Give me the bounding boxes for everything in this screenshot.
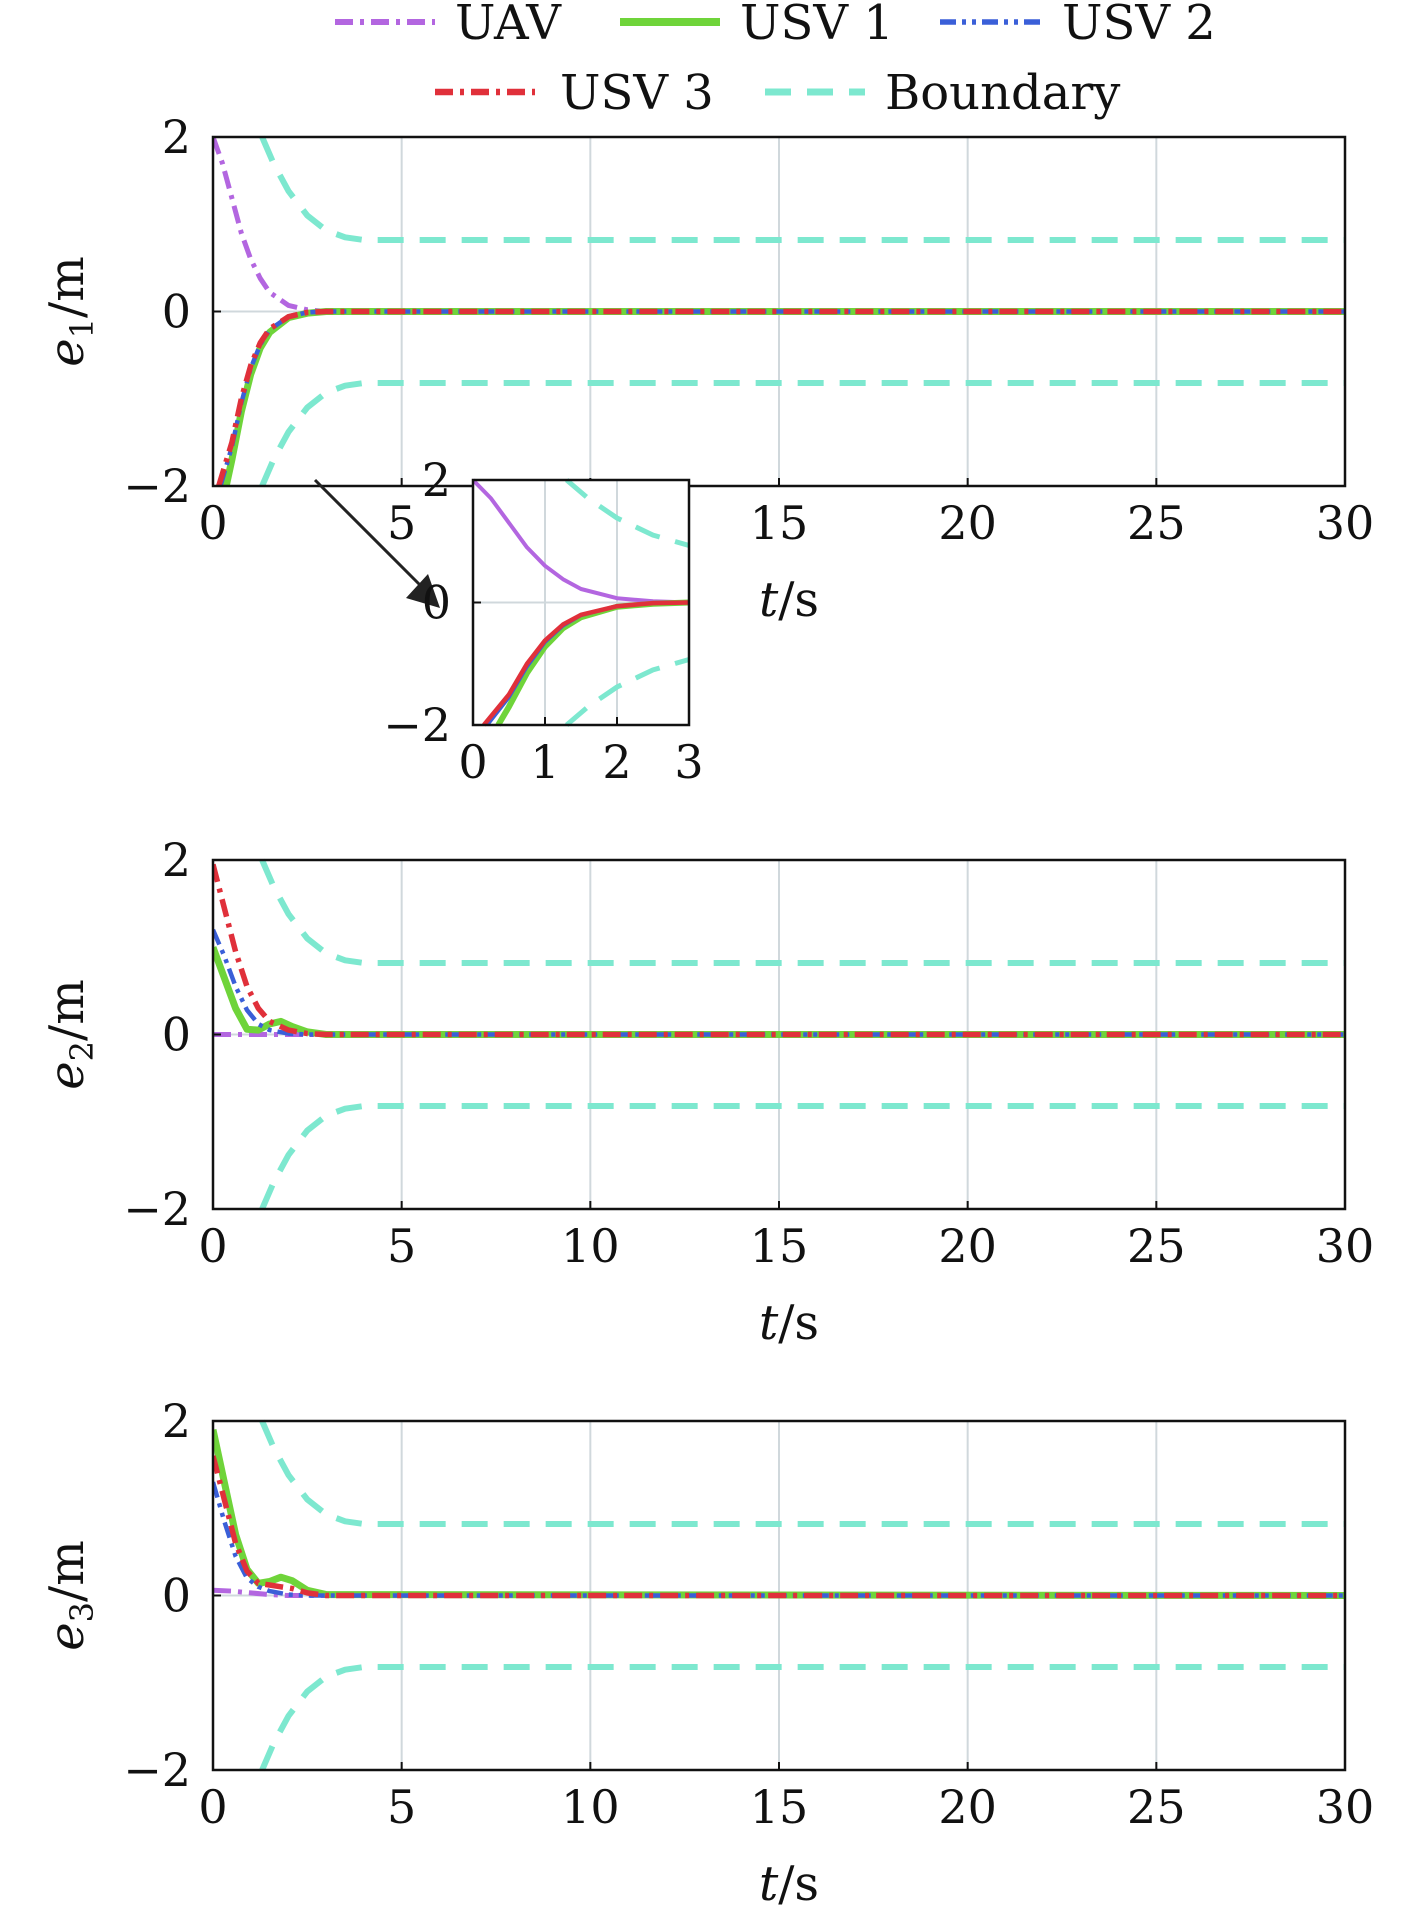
legend-item-usv3: USV 3 [435, 65, 714, 121]
x-tick-label: 2 [602, 735, 631, 789]
x-tick-label: 15 [750, 1780, 809, 1834]
x-tick-label: 5 [387, 1780, 416, 1834]
x-tick-label: 20 [938, 1219, 997, 1273]
y-tick-label: 0 [422, 576, 451, 630]
x-tick-label: 0 [198, 1219, 227, 1273]
x-tick-label: 3 [674, 735, 703, 789]
y-tick-label: −2 [383, 698, 451, 752]
y-tick-label: 2 [162, 110, 191, 164]
y-tick-label: −2 [123, 1743, 191, 1797]
y-tick-label: −2 [123, 459, 191, 513]
x-tick-label: 0 [198, 1780, 227, 1834]
panels: 05101520253020−2t/se1/m012320−2051015202… [39, 110, 1374, 1909]
panel-e1-plot-area [213, 135, 1345, 488]
x-tick-label: 5 [387, 496, 416, 550]
x-tick-label: 30 [1316, 1219, 1375, 1273]
legend-label-usv3: USV 3 [560, 65, 714, 121]
x-tick-label: 15 [750, 496, 809, 550]
y-tick-label: 0 [162, 285, 191, 339]
series-line-usv-2 [213, 928, 1345, 1037]
series-line-boundary-lower [259, 1664, 1345, 1772]
series-line-boundary-upper [259, 135, 1345, 243]
legend: UAV USV 1 USV 2 USV 3 Boundary [335, 0, 1216, 121]
x-tick-label: 0 [198, 496, 227, 550]
series-line-boundary-upper [259, 1419, 1345, 1527]
inset-e1-plot-area [473, 478, 689, 727]
y-axis-label: e2/m [39, 979, 101, 1089]
x-tick-label: 15 [750, 1219, 809, 1273]
y-tick-label: 0 [162, 1569, 191, 1623]
y-axis-label: e3/m [39, 1540, 101, 1650]
x-tick-label: 0 [458, 735, 487, 789]
series-line-usv-3 [482, 600, 689, 727]
series-line-usv-3 [213, 1455, 1345, 1599]
legend-item-uav: UAV [335, 0, 562, 51]
legend-label-usv2: USV 2 [1062, 0, 1216, 51]
x-tick-label: 20 [938, 496, 997, 550]
y-tick-label: 2 [162, 833, 191, 887]
y-axis-label: e1/m [39, 256, 101, 366]
y-tick-label: 2 [422, 453, 451, 507]
legend-label-uav: UAV [455, 0, 562, 51]
x-tick-label: 25 [1127, 1219, 1186, 1273]
x-axis-label: t/s [759, 1856, 819, 1909]
inset-arrow [313, 478, 440, 608]
panel-e3-plot-area [213, 1419, 1345, 1772]
series-line-boundary-lower [564, 656, 689, 727]
inset-arrow-head [406, 574, 440, 608]
series-line-uav [213, 136, 1345, 314]
x-tick-label: 5 [387, 1219, 416, 1273]
x-axis-label: t/s [759, 572, 819, 628]
series-line-boundary-upper [259, 858, 1345, 966]
x-tick-label: 25 [1127, 1780, 1186, 1834]
x-axis-label: t/s [759, 1295, 819, 1351]
legend-item-usv1: USV 1 [620, 0, 894, 51]
y-tick-label: 0 [162, 1008, 191, 1062]
legend-label-boundary: Boundary [885, 65, 1120, 121]
legend-item-boundary: Boundary [765, 65, 1120, 121]
series-line-usv-3 [213, 863, 1345, 1038]
y-tick-label: −2 [123, 1182, 191, 1236]
series-line-usv-3 [216, 308, 1345, 487]
x-tick-label: 30 [1316, 1780, 1375, 1834]
x-tick-label: 30 [1316, 496, 1375, 550]
series-line-boundary-lower [259, 1103, 1345, 1211]
x-tick-label: 20 [938, 1780, 997, 1834]
legend-label-usv1: USV 1 [740, 0, 894, 51]
x-tick-label: 10 [561, 1219, 620, 1273]
legend-item-usv2: USV 2 [940, 0, 1216, 51]
series-line-uav [213, 1587, 1345, 1598]
x-tick-label: 25 [1127, 496, 1186, 550]
inset-arrow-line [313, 478, 427, 592]
series-line-boundary-lower [259, 380, 1345, 488]
panel-e2-plot-area [213, 858, 1345, 1211]
inset-e1: 0 1 2 320−2 [383, 453, 703, 789]
x-tick-label: 1 [530, 735, 559, 789]
y-tick-label: 2 [162, 1394, 191, 1448]
x-tick-label: 10 [561, 1780, 620, 1834]
